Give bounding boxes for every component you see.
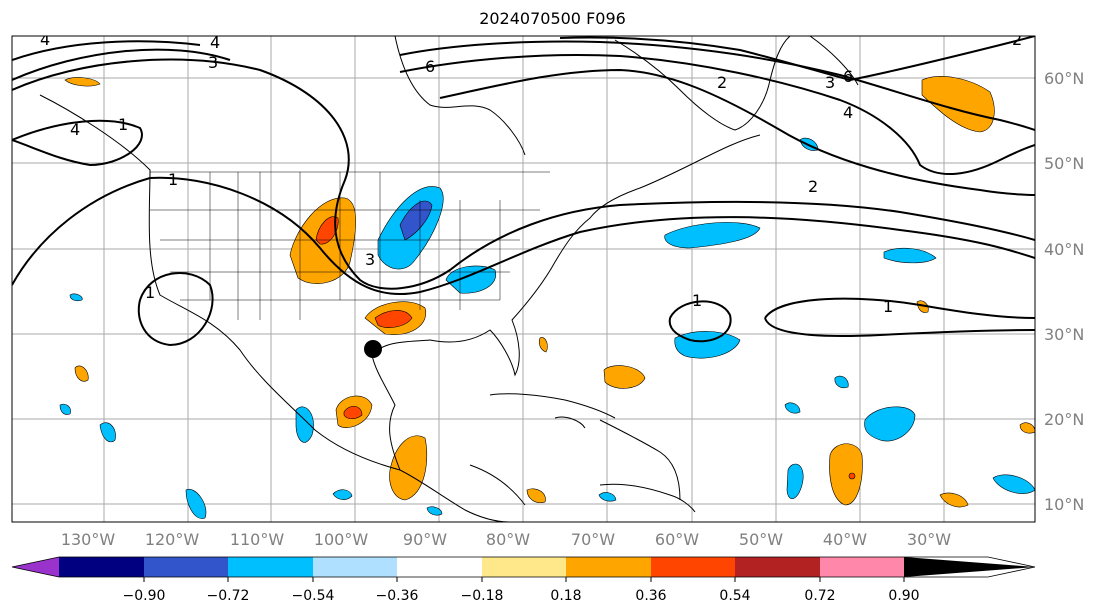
lon-label: 120°W (145, 530, 200, 549)
contour-lines (12, 36, 1035, 347)
contour-label: 1 (883, 297, 893, 316)
lon-label: 110°W (230, 530, 285, 549)
colorbar-segment (144, 557, 228, 577)
contour-label: 6 (843, 67, 853, 86)
colorbar-tick: −0.36 (376, 588, 419, 604)
lat-label: 30°N (1044, 325, 1084, 344)
lon-label: 100°W (314, 530, 369, 549)
colorbar-segment (482, 557, 566, 577)
colorbar-segment (12, 557, 59, 577)
contour-label: 1 (118, 115, 128, 134)
graticule (12, 36, 1035, 522)
lon-label: 60°W (655, 530, 699, 549)
colorbar-segment (820, 557, 904, 577)
colorbar-tick: 0.72 (804, 588, 835, 604)
contour-label: 3 (825, 73, 835, 92)
anomaly-fills (59, 76, 1035, 519)
map-title: 2024070500 F096 (479, 9, 626, 28)
colorbar-tick: 0.36 (635, 588, 666, 604)
contour-label-group: 4 4 4 3 6 2 3 6 1 1 2 3 4 1 1 1 2 (40, 30, 1022, 316)
lat-label: 20°N (1044, 410, 1084, 429)
contour-label: 2 (717, 73, 727, 92)
lon-label: 40°W (823, 530, 867, 549)
latitude-labels: 60°N 50°N 40°N 30°N 20°N 10°N (1044, 69, 1084, 514)
lat-label: 60°N (1044, 69, 1084, 88)
contour-label: 4 (210, 33, 220, 52)
lon-label: 130°W (61, 530, 116, 549)
lon-label: 50°W (739, 530, 783, 549)
lon-label: 90°W (403, 530, 447, 549)
contour-label: 1 (692, 291, 702, 310)
colorbar-tick: 0.18 (550, 588, 581, 604)
lat-label: 50°N (1044, 154, 1084, 173)
map-area: 4 4 4 3 6 2 3 6 1 1 2 3 4 1 1 1 2 (12, 30, 1035, 522)
colorbar-tick-labels: −0.90 −0.72 −0.54 −0.36 −0.18 0.18 0.36 … (123, 588, 920, 604)
contour-label: 1 (168, 170, 178, 189)
colorbar-tick: 0.54 (719, 588, 750, 604)
contour-label: 3 (208, 53, 218, 72)
longitude-labels: 130°W 120°W 110°W 100°W 90°W 80°W 70°W 6… (61, 530, 951, 549)
lon-label: 80°W (486, 530, 530, 549)
contour-label: 4 (40, 30, 50, 49)
lat-label: 10°N (1044, 495, 1084, 514)
colorbar-tick: −0.72 (207, 588, 250, 604)
colorbar-tick: −0.54 (292, 588, 335, 604)
colorbar: −0.90 −0.72 −0.54 −0.36 −0.18 0.18 0.36 … (11, 556, 1036, 604)
colorbar-tick: 0.90 (888, 588, 919, 604)
contour-label: 2 (808, 177, 818, 196)
contour-label: 6 (425, 57, 435, 76)
colorbar-segment (397, 557, 482, 577)
colorbar-segment (904, 557, 1035, 577)
map-frame (11, 35, 1036, 523)
contour-label: 1 (145, 283, 155, 302)
colorbar-segment (313, 557, 397, 577)
coastlines (39, 36, 859, 522)
colorbar-tick: −0.18 (461, 588, 504, 604)
contour-label: 4 (843, 103, 853, 122)
contour-label: 4 (70, 120, 80, 139)
colorbar-tick: −0.90 (123, 588, 166, 604)
colorbar-segment (651, 557, 735, 577)
lat-label: 40°N (1044, 240, 1084, 259)
contour-label: 3 (365, 250, 375, 269)
location-marker (364, 340, 382, 358)
colorbar-segment (735, 557, 820, 577)
contour-label: 2 (1012, 30, 1022, 49)
colorbar-segment (228, 557, 313, 577)
colorbar-segment (566, 557, 651, 577)
lon-label: 30°W (907, 530, 951, 549)
colorbar-segment (59, 557, 144, 577)
lon-label: 70°W (571, 530, 615, 549)
